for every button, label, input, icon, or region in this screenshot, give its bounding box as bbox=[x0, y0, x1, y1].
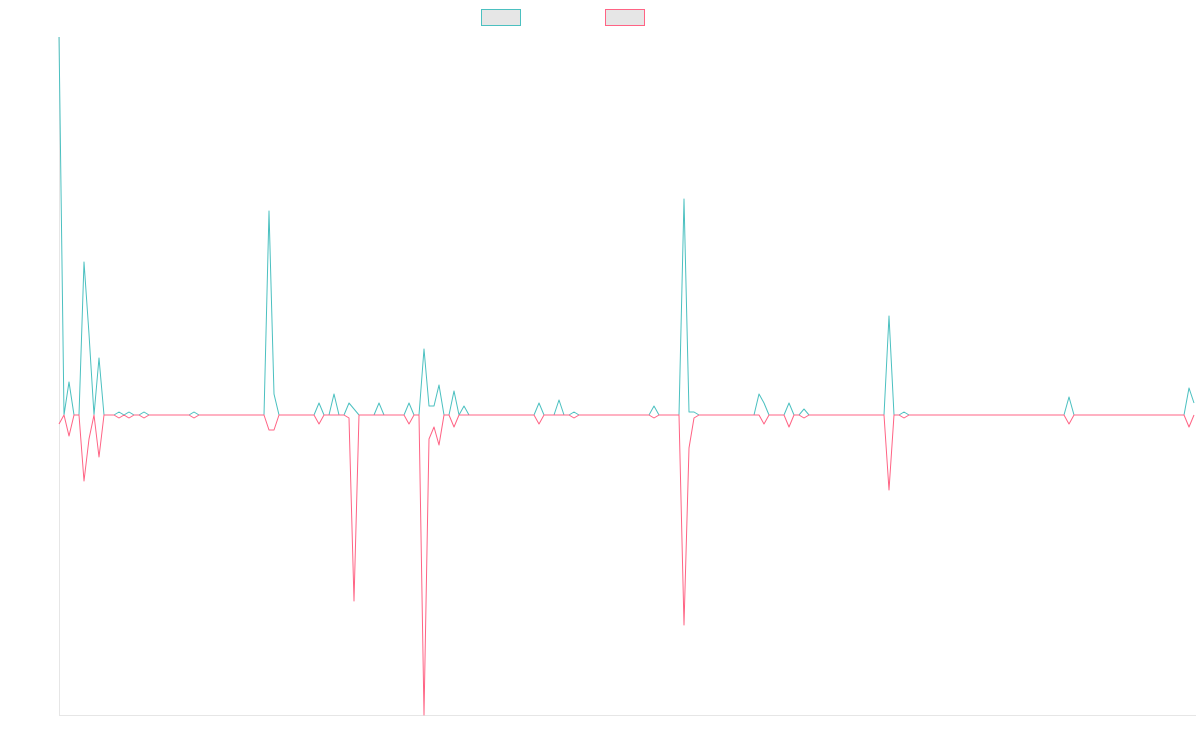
legend-swatch bbox=[481, 9, 521, 26]
legend-swatch bbox=[605, 9, 645, 26]
series-line bbox=[58, 36, 1195, 416]
series-line bbox=[58, 414, 1195, 716]
